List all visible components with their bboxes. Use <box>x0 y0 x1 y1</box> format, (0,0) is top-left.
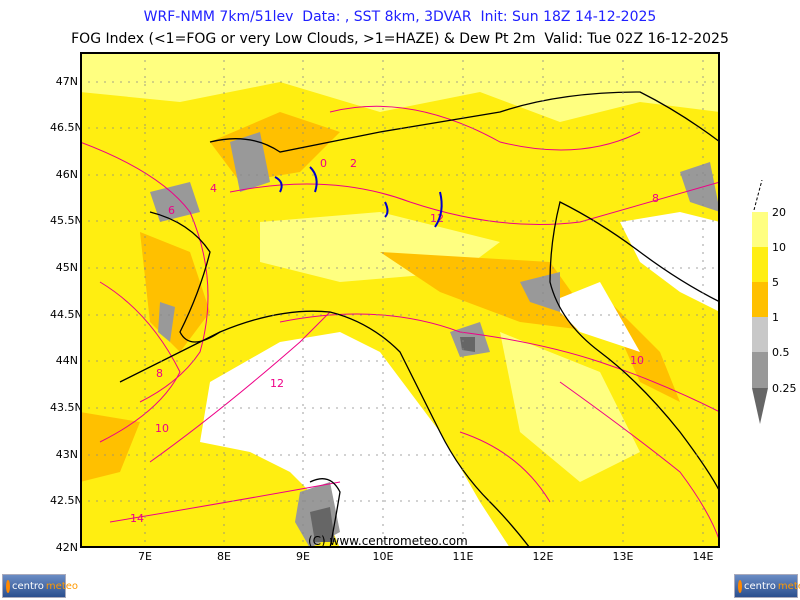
lat-label: 47N <box>55 75 78 88</box>
colorbar-label: 10 <box>772 241 786 254</box>
svg-text:14: 14 <box>130 512 144 525</box>
logo-ring-icon <box>6 579 10 593</box>
dewpoint-labels: 6 8 10 12 14 4 2 10 0 8 12 <box>130 157 659 525</box>
svg-text:12: 12 <box>270 377 284 390</box>
colorbar-segment <box>752 282 768 317</box>
grid-lines <box>80 52 720 548</box>
colorbar-label: 1 <box>772 311 779 324</box>
map-frame <box>80 52 720 548</box>
lon-label: 10E <box>372 550 394 563</box>
centrometeo-logo-left[interactable]: centro meteo <box>2 574 78 598</box>
svg-text:0: 0 <box>320 157 327 170</box>
lat-label: 46.5N <box>50 121 83 134</box>
lat-label: 44.5N <box>50 308 83 321</box>
colorbar-label: 0.5 <box>772 346 790 359</box>
svg-text:10: 10 <box>155 422 169 435</box>
lon-label: 14E <box>692 550 714 563</box>
svg-text:8: 8 <box>156 367 163 380</box>
sea-areas <box>200 212 720 548</box>
lat-label: 43.5N <box>50 401 83 414</box>
colorbar-segment <box>752 352 768 388</box>
lat-label: 45N <box>55 261 78 274</box>
lon-label: 11E <box>452 550 474 563</box>
svg-text:10: 10 <box>630 354 644 367</box>
lon-label: 7E <box>138 550 152 563</box>
lat-label: 46N <box>55 168 78 181</box>
svg-text:8: 8 <box>652 192 659 205</box>
lakes <box>274 166 443 228</box>
colorbar-segment <box>752 212 768 247</box>
lon-label: 12E <box>532 550 554 563</box>
lon-label: 8E <box>217 550 231 563</box>
lat-label: 42.5N <box>50 494 83 507</box>
colorbar-segment <box>752 317 768 352</box>
svg-text:6: 6 <box>168 204 175 217</box>
svg-text:2: 2 <box>350 157 357 170</box>
svg-text:4: 4 <box>210 182 217 195</box>
colorbar-label: 5 <box>772 276 779 289</box>
chart-title: FOG Index (<1=FOG or very Low Clouds, >1… <box>71 31 729 47</box>
coastline-borders <box>119 91 720 548</box>
light-yellow-areas <box>80 52 720 482</box>
colorbar-segment <box>752 247 768 282</box>
lat-label: 43N <box>55 448 78 461</box>
dense-fog-areas <box>310 337 475 542</box>
lat-label: 45.5N <box>50 214 83 227</box>
lon-label: 9E <box>296 550 310 563</box>
dewpoint-contours <box>80 105 720 543</box>
lat-label: 42N <box>55 541 78 554</box>
fog-index-map: 6 8 10 12 14 4 2 10 0 8 12 <box>80 52 720 548</box>
lon-label: 13E <box>612 550 634 563</box>
lat-label: 44N <box>55 354 78 367</box>
centrometeo-logo-right[interactable]: centrometeo <box>734 574 800 598</box>
colorbar-label: 20 <box>772 206 786 219</box>
colorbar-label: 0.25 <box>772 382 797 395</box>
watermark: (C) www.centrometeo.com <box>308 534 468 548</box>
model-info-title: WRF-NMM 7km/51lev Data: , SST 8km, 3DVAR… <box>143 9 657 25</box>
logo-ring-icon <box>738 579 742 593</box>
